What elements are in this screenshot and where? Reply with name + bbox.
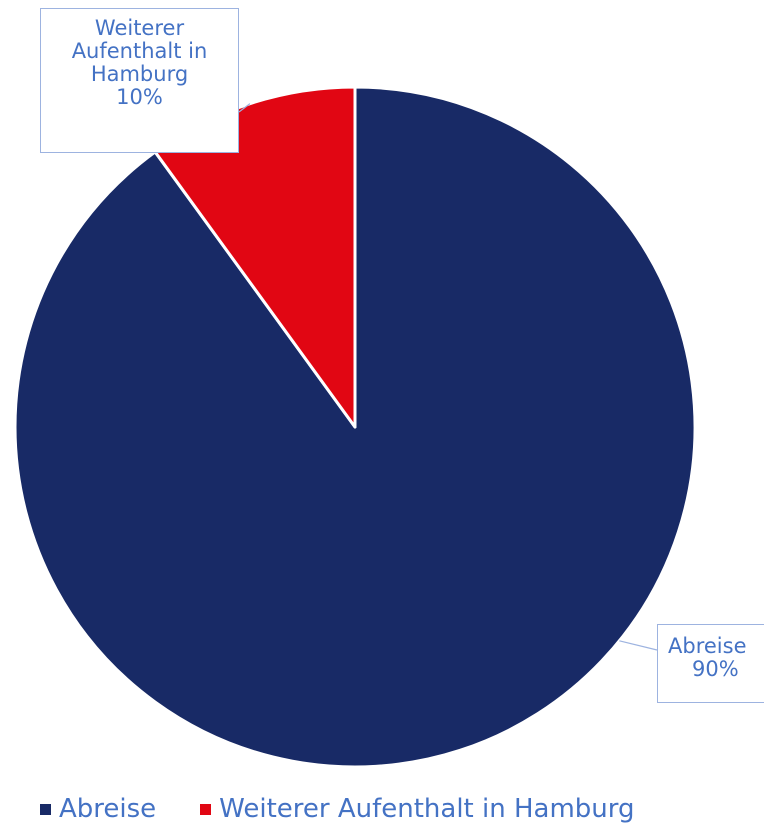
data-label-weiterer-aufenthalt: Weiterer Aufenthalt in Hamburg 10% bbox=[40, 8, 239, 153]
data-label-value: 10% bbox=[116, 85, 163, 109]
legend-item-abreise: Abreise bbox=[40, 794, 156, 824]
data-label-abreise: Abreise 90% bbox=[657, 624, 764, 703]
leader-line-abreise bbox=[619, 640, 658, 651]
legend-swatch-abreise bbox=[40, 803, 51, 815]
data-label-category: Abreise bbox=[668, 634, 747, 658]
data-label-category: Weiterer Aufenthalt in Hamburg bbox=[71, 16, 208, 86]
legend-label-abreise: Abreise bbox=[59, 794, 157, 824]
legend-label-weiterer-aufenthalt: Weiterer Aufenthalt in Hamburg bbox=[219, 794, 635, 824]
leader-line-weiterer-aufenthalt bbox=[238, 103, 251, 113]
legend-swatch-weiterer-aufenthalt bbox=[200, 803, 212, 815]
data-label-value: 90% bbox=[692, 657, 739, 681]
legend-item-weiterer-aufenthalt: Weiterer Aufenthalt in Hamburg bbox=[200, 794, 635, 824]
legend: Abreise Weiterer Aufenthalt in Hamburg bbox=[40, 794, 679, 824]
